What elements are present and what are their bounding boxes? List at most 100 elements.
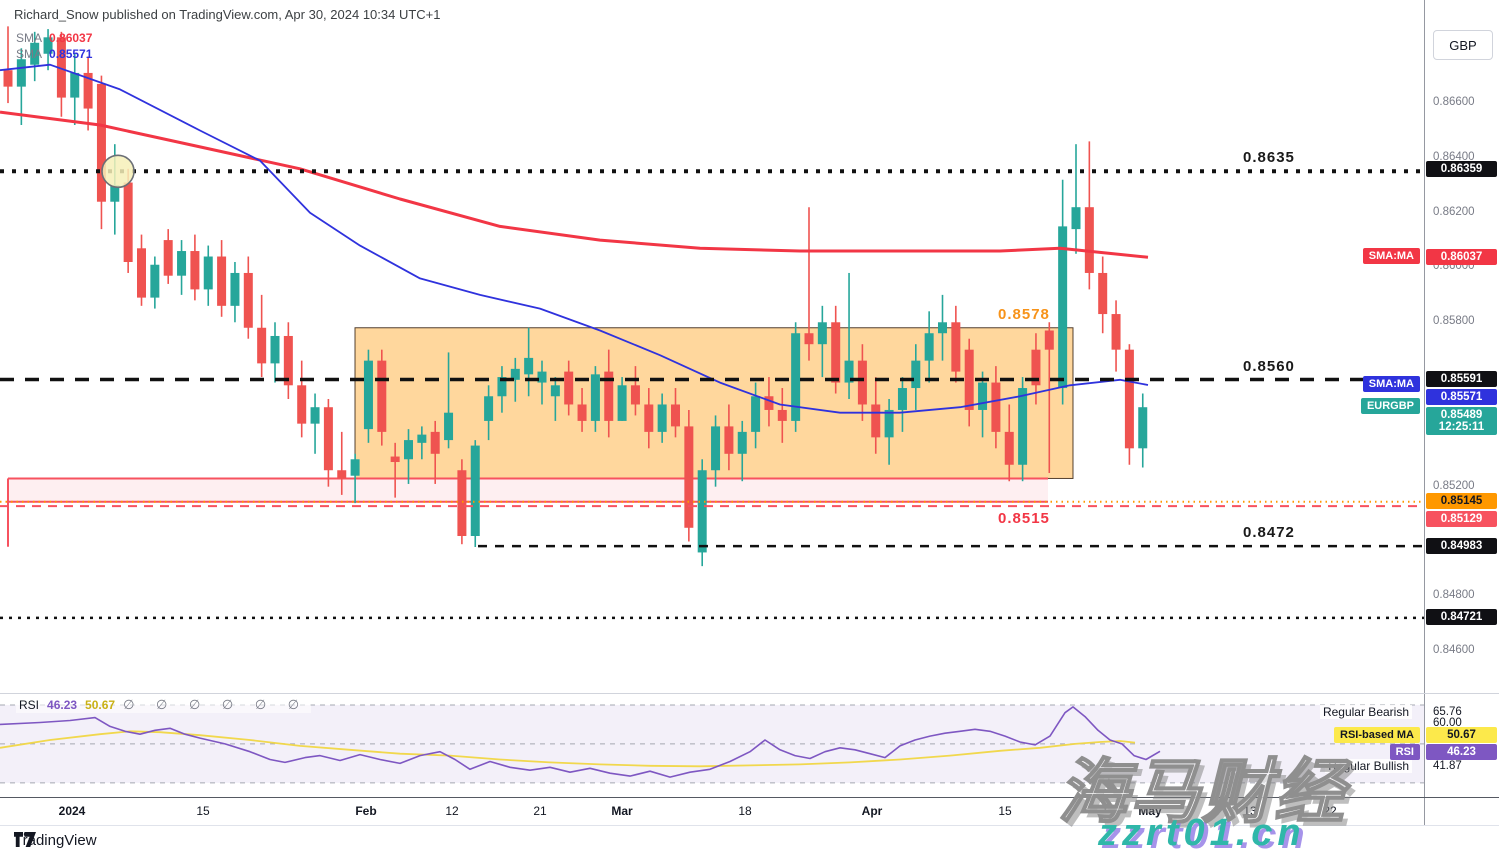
candle[interactable] [604,349,614,438]
candle[interactable] [884,398,894,465]
candle[interactable] [510,357,520,402]
candle[interactable] [978,371,988,438]
candle[interactable] [684,409,694,542]
candle[interactable] [938,294,947,361]
candle-body [550,385,560,397]
candle[interactable] [630,366,640,416]
candle[interactable] [150,256,160,309]
candle[interactable] [1138,393,1148,468]
candle[interactable] [550,377,560,421]
candle[interactable] [404,429,413,484]
candle[interactable] [457,459,467,545]
candle[interactable] [844,272,854,399]
candle-body [924,333,934,361]
candle[interactable] [617,377,627,421]
candle[interactable] [417,426,427,460]
candle[interactable] [697,459,707,567]
candle[interactable] [897,377,907,432]
candle[interactable] [203,245,213,306]
candle[interactable] [991,366,1001,449]
candle[interactable] [190,234,200,301]
candle[interactable] [857,344,867,421]
candle[interactable] [964,338,974,427]
candle[interactable] [137,234,146,306]
candle[interactable] [56,31,66,117]
candle[interactable] [217,240,227,317]
candle[interactable] [737,420,747,482]
candle[interactable] [657,393,667,443]
candle[interactable] [1124,344,1134,465]
candle[interactable] [871,377,881,454]
tradingview-logo[interactable]: TradingView [14,832,97,849]
candle[interactable] [1071,144,1081,254]
candle[interactable] [764,377,774,427]
sma-legend-row-1[interactable]: SMA 0.86037 [16,31,92,45]
candle[interactable] [123,168,133,273]
candle[interactable] [16,48,26,125]
candle[interactable] [1004,404,1014,482]
price-axis-badge: 0.84721 [1426,609,1497,626]
candle[interactable] [70,53,80,125]
candle-body [470,445,480,536]
candle[interactable] [924,311,934,383]
candle[interactable] [470,440,480,547]
candle[interactable] [590,366,600,432]
candle[interactable] [83,56,93,131]
candle[interactable] [257,294,267,378]
candle[interactable] [817,305,827,378]
pane-separator[interactable] [0,693,1499,694]
currency-button[interactable]: GBP [1433,30,1493,60]
candle[interactable] [1044,322,1054,473]
candle[interactable] [96,75,106,230]
candle[interactable] [390,442,400,498]
candle[interactable] [724,404,734,471]
candle[interactable] [243,256,253,339]
candle[interactable] [711,415,721,487]
candle[interactable] [911,344,921,410]
candle[interactable] [671,388,680,438]
candle[interactable] [297,360,307,438]
candle[interactable] [484,385,494,441]
candle[interactable] [497,366,507,413]
candle[interactable] [377,349,387,446]
rsi-line [0,706,1161,778]
candle[interactable] [430,420,440,484]
candle[interactable] [951,305,961,383]
candle[interactable] [537,360,547,405]
candle[interactable] [444,352,454,449]
candle[interactable] [30,31,40,82]
candle[interactable] [777,388,787,443]
candle[interactable] [270,322,280,383]
candle[interactable] [1084,141,1094,290]
sma-legend-row-2[interactable]: SMA 0.85571 [16,47,92,61]
rsi-legend[interactable]: RSI 46.23 50.67 ∅ ∅ ∅ ∅ ∅ ∅ [16,697,312,713]
axis-border [1424,0,1425,825]
candle[interactable] [43,29,53,71]
candle[interactable] [1018,377,1028,482]
candle[interactable] [564,360,574,416]
rsi-pane-canvas[interactable] [0,694,1425,797]
candle[interactable] [1058,179,1068,405]
candle[interactable] [230,261,240,323]
candle[interactable] [363,349,373,443]
candle[interactable] [751,382,761,449]
candle[interactable] [337,431,347,495]
candle[interactable] [524,327,534,397]
published-byline: Richard_Snow published on TradingView.co… [14,7,441,22]
candle[interactable] [791,322,801,432]
candle[interactable] [644,388,654,449]
candle[interactable] [177,240,187,295]
candle[interactable] [283,322,293,399]
candle[interactable] [3,26,13,104]
candle[interactable] [1111,300,1121,372]
candle[interactable] [350,453,360,504]
candle[interactable] [310,393,320,454]
time-axis-label: 13 [1243,804,1257,818]
candle[interactable] [577,388,587,432]
candle[interactable] [323,398,333,487]
candle[interactable] [1098,256,1108,334]
candle[interactable] [804,207,814,361]
candle[interactable] [163,229,173,284]
price-pane-canvas[interactable] [0,0,1425,694]
rsi-axis-value: 46.23 [1426,744,1497,761]
